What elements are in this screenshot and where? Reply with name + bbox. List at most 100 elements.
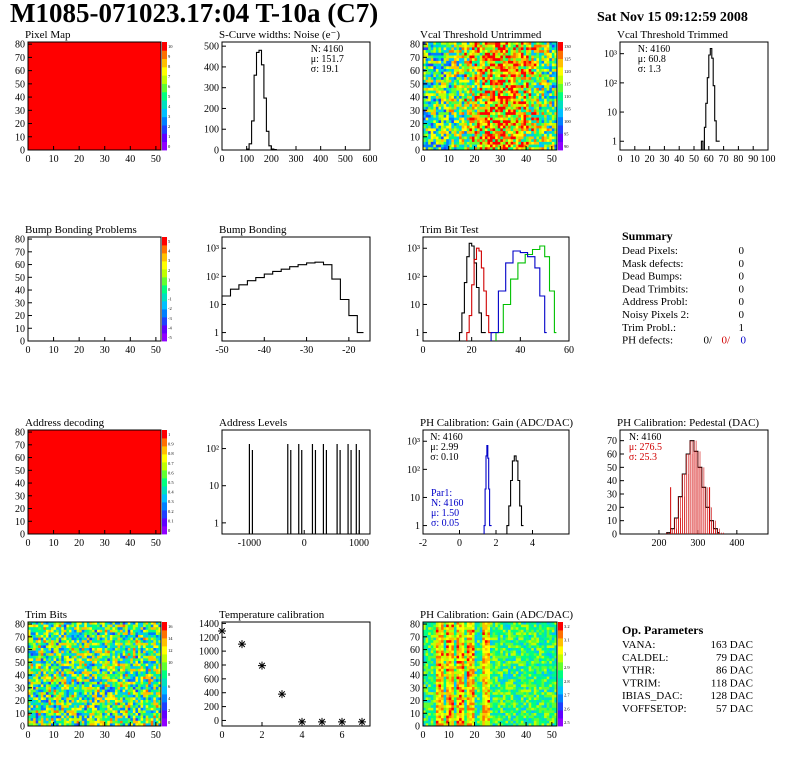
heatmap-cell (520, 87, 524, 91)
heatmap-cell (474, 117, 478, 121)
heatmap-cell (538, 123, 542, 126)
heatmap-cell (443, 47, 447, 51)
heatmap-cell (528, 144, 532, 148)
heatmap-cell (425, 79, 429, 83)
heatmap-cell (456, 66, 460, 70)
heatmap-cell (490, 104, 493, 108)
heatmap-cell (546, 93, 550, 97)
heatmap-cell (482, 622, 486, 625)
heatmap-cell (71, 705, 75, 709)
heatmap-cell (61, 648, 65, 651)
heatmap-cell (505, 47, 509, 51)
heatmap-cell (430, 120, 434, 124)
heatmap-cell (45, 666, 49, 670)
heatmap-cell (48, 642, 52, 646)
heatmap-cell (441, 90, 444, 94)
heatmap-cell (48, 632, 52, 636)
heatmap-cell (531, 50, 535, 54)
heatmap-cell (109, 629, 113, 633)
heatmap-cell (76, 653, 80, 657)
heatmap-cell (544, 136, 547, 140)
heatmap-cell (433, 93, 437, 97)
heatmap-cell (150, 702, 154, 706)
heatmap-cell (153, 718, 157, 722)
heatmap-cell (71, 723, 75, 727)
heatmap-cell (51, 622, 54, 625)
heatmap-cell (143, 692, 146, 696)
heatmap-cell (56, 642, 59, 646)
heatmap-cell (84, 635, 88, 638)
heatmap-cell (423, 131, 426, 135)
heatmap-cell (515, 144, 519, 148)
heatmap-cell (58, 642, 62, 646)
heatmap-cell (109, 658, 113, 662)
heatmap-cell (528, 117, 532, 121)
heatmap-cell (127, 674, 131, 677)
heatmap-cell (423, 128, 426, 132)
heatmap-cell (459, 90, 462, 94)
heatmap-cell (461, 117, 465, 121)
heatmap-cell (487, 44, 491, 48)
colorbar-segment (162, 638, 167, 647)
heatmap-cell (526, 144, 529, 148)
heatmap-cell (538, 632, 542, 636)
heatmap-cell (549, 58, 553, 62)
heatmap-cell (71, 702, 75, 706)
heatmap-cell (495, 60, 499, 64)
heatmap-cell (423, 629, 426, 633)
heatmap-cell (40, 653, 44, 657)
heatmap-cell (91, 629, 95, 633)
heatmap-cell (94, 650, 98, 654)
heatmap-cell (474, 622, 478, 625)
heatmap-cell (441, 106, 444, 110)
heatmap-cell (71, 666, 75, 670)
heatmap-cell (68, 648, 72, 651)
heatmap-cell (112, 710, 116, 714)
heatmap-cell (428, 69, 432, 72)
heatmap-cell (120, 705, 123, 709)
heatmap-cell (526, 624, 529, 628)
heatmap-cell (81, 642, 85, 646)
heatmap-cell (109, 668, 113, 672)
heatmap-cell (533, 147, 537, 151)
heatmap-cell (538, 93, 542, 97)
heatmap-cell (140, 720, 144, 724)
heatmap-cell (533, 77, 537, 81)
heatmap-cell (120, 713, 123, 716)
heatmap-cell (122, 640, 126, 644)
heatmap-cell (153, 689, 157, 693)
heatmap-cell (451, 90, 455, 94)
heatmap-cell (425, 90, 429, 94)
heatmap-cell (520, 69, 524, 72)
heatmap-cell (423, 109, 426, 113)
x-tick-label: 50 (151, 154, 161, 165)
heatmap-cell (430, 98, 434, 102)
heatmap-cell (145, 637, 149, 641)
heatmap-cell (505, 624, 509, 628)
heatmap-cell (448, 82, 452, 86)
x-tick-label: 60 (704, 154, 714, 165)
heatmap-cell (469, 96, 473, 99)
heatmap-cell (518, 58, 522, 62)
heatmap-cell (533, 55, 537, 59)
heatmap-cell (497, 77, 501, 81)
heatmap-cell (526, 117, 529, 121)
colorbar-label: 110 (564, 94, 571, 99)
heatmap-cell (477, 141, 480, 145)
heatmap-cell (71, 653, 75, 657)
heatmap-cell (441, 141, 444, 145)
heatmap-cell (477, 139, 480, 143)
heatmap-cell (38, 627, 42, 631)
heatmap-cell (145, 718, 149, 722)
heatmap-cell (38, 710, 42, 714)
heatmap-cell (132, 650, 136, 654)
heatmap-cell (61, 622, 65, 625)
heatmap-cell (435, 112, 439, 116)
heatmap-cell (451, 52, 455, 56)
y-tick-label: 1 (415, 328, 420, 339)
heatmap-cell (143, 658, 146, 662)
heatmap-cell (430, 50, 434, 54)
heatmap-cell (423, 101, 426, 105)
heatmap-cell (102, 697, 106, 701)
